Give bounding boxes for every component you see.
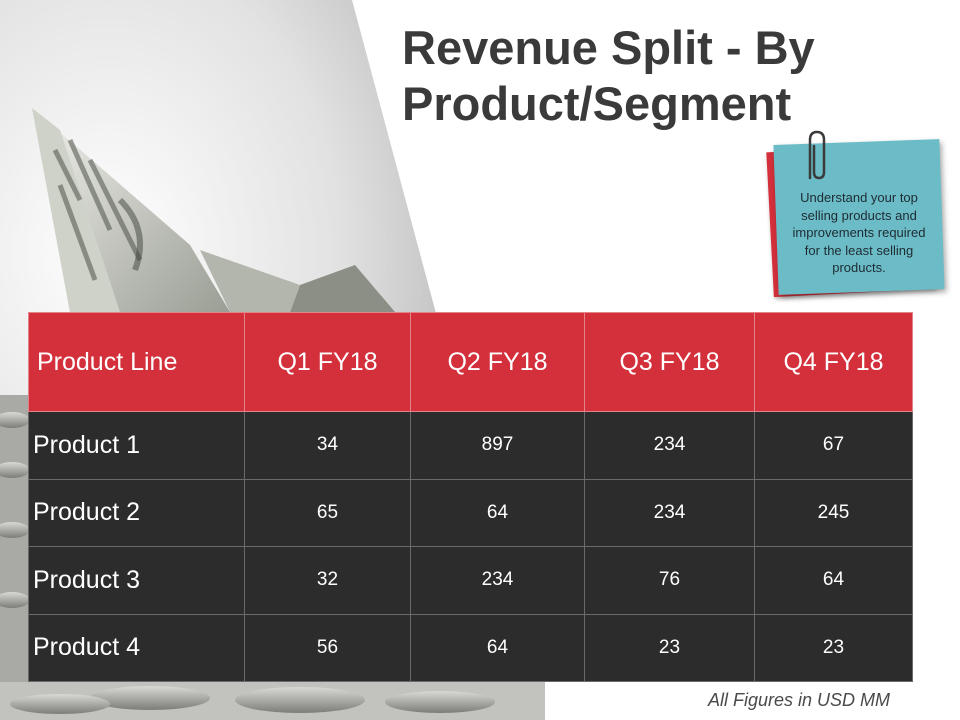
table-cell: 32 — [244, 546, 411, 615]
table-cell: 23 — [754, 613, 913, 682]
slide-title-line2: Product/Segment — [402, 77, 792, 130]
table-cell: 245 — [754, 478, 913, 547]
header-q2: Q2 FY18 — [410, 312, 585, 412]
table-row: Product 3 32 234 76 64 — [28, 546, 913, 615]
sticky-note-text: Understand your top selling products and… — [792, 190, 926, 275]
table-cell: 897 — [410, 411, 585, 480]
row-label: Product 2 — [28, 478, 245, 547]
paper-boat-image — [32, 108, 395, 312]
table-cell: 23 — [584, 613, 755, 682]
footnote: All Figures in USD MM — [708, 690, 891, 710]
table-row: Product 2 65 64 234 245 — [28, 478, 913, 547]
table-header-row: Product Line Q1 FY18 Q2 FY18 Q3 FY18 Q4 … — [28, 312, 913, 412]
table-cell: 65 — [244, 478, 411, 547]
table-cell: 234 — [584, 411, 755, 480]
coins-image — [0, 395, 545, 720]
row-label: Product 3 — [28, 546, 245, 615]
table-cell: 67 — [754, 411, 913, 480]
revenue-table: Product Line Q1 FY18 Q2 FY18 Q3 FY18 Q4 … — [28, 312, 913, 682]
table-cell: 76 — [584, 546, 755, 615]
slide-title: Revenue Split - By Product/Segment — [402, 20, 942, 132]
table-cell: 234 — [584, 478, 755, 547]
table-row: Product 4 56 64 23 23 — [28, 613, 913, 682]
row-label: Product 4 — [28, 613, 245, 682]
paperclip-icon — [808, 130, 826, 180]
table-cell: 56 — [244, 613, 411, 682]
row-label: Product 1 — [28, 411, 245, 480]
slide-title-line1: Revenue Split - By — [402, 21, 815, 74]
header-q1: Q1 FY18 — [244, 312, 411, 412]
header-q3: Q3 FY18 — [584, 312, 755, 412]
table-row: Product 1 34 897 234 67 — [28, 411, 913, 480]
header-q4: Q4 FY18 — [754, 312, 913, 412]
table-cell: 34 — [244, 411, 411, 480]
table-cell: 234 — [410, 546, 585, 615]
header-product-line: Product Line — [28, 312, 245, 412]
table-cell: 64 — [410, 478, 585, 547]
table-cell: 64 — [754, 546, 913, 615]
table-cell: 64 — [410, 613, 585, 682]
